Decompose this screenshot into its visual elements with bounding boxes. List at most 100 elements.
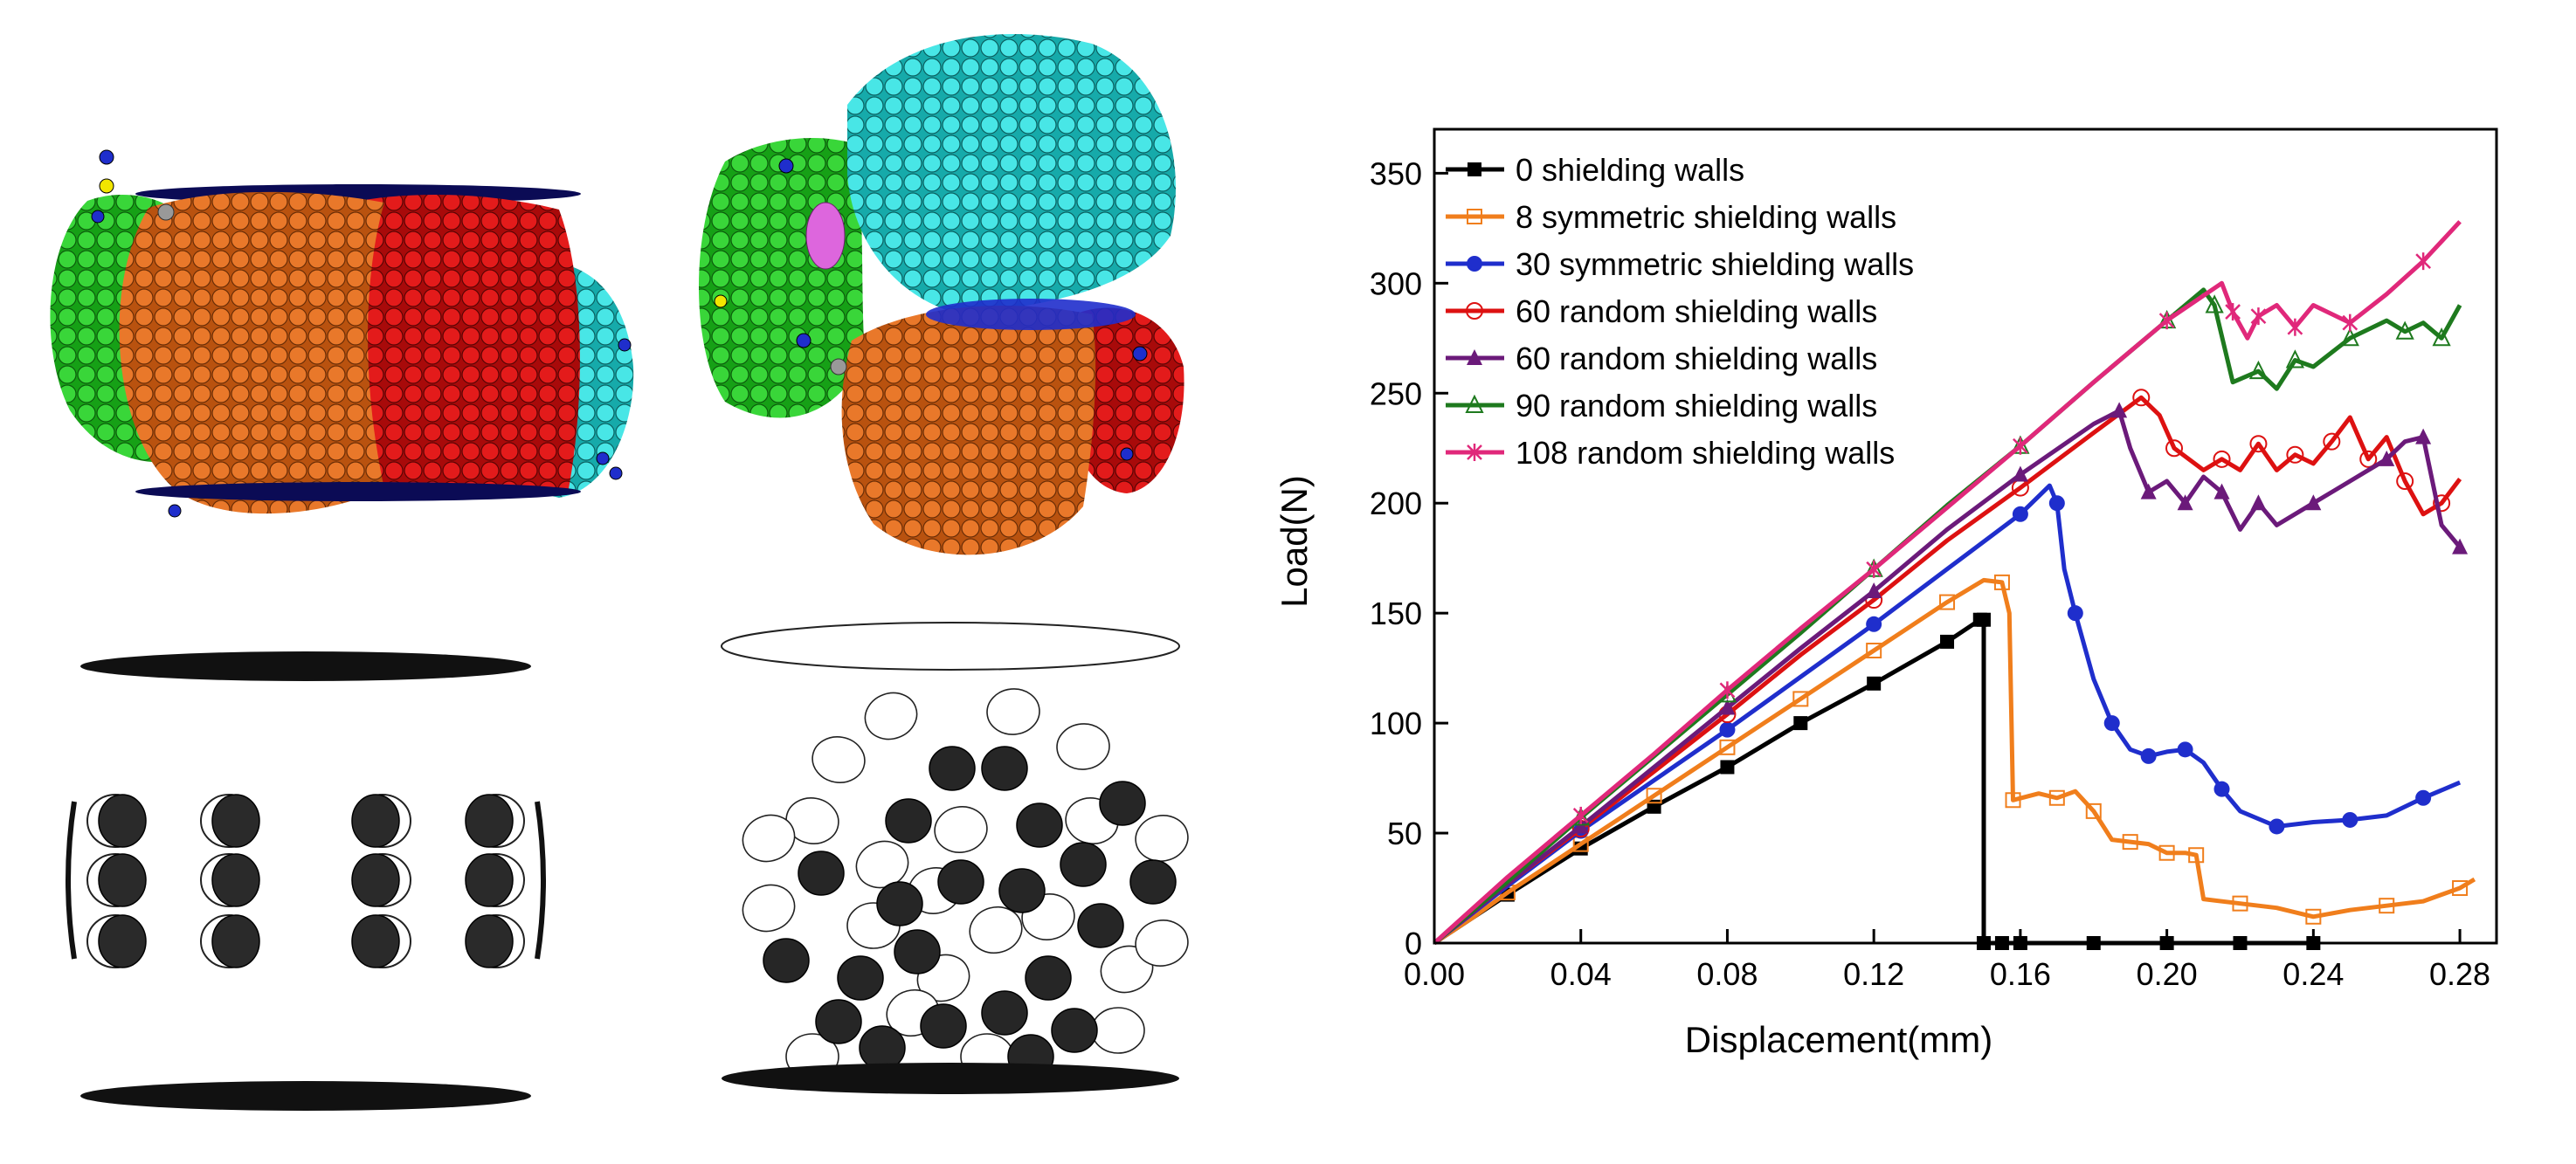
edge-wall [535,801,546,960]
x-tick-label: 0.28 [2429,956,2490,992]
shielding-wall [1129,859,1177,905]
shielding-wall-back [1135,815,1189,862]
data-point [1976,612,1991,627]
data-point [2452,538,2469,554]
data-point [2177,741,2193,758]
y-tick-label: 200 [1370,486,1422,521]
shielding-wall-back [986,688,1040,735]
loose-particle [796,333,811,348]
data-point [2225,303,2241,321]
series-line [1433,577,2476,946]
data-point [2342,313,2358,332]
series-1 [1433,574,2476,946]
x-tick-label: 0.00 [1404,956,1465,992]
chart-svg: 0.00 0.04 0.08 0.12 0.16 0.20 0.24 0.28 0 50 100 15… [1274,127,2498,1060]
data-point [1719,681,1736,699]
shielding-wall [981,746,1028,791]
shielding-wall [98,914,147,968]
data-point [2012,465,2028,482]
shielding-wall [351,914,400,968]
shielding-wall-back [1135,919,1189,967]
edge-wall [66,801,77,960]
data-point [2342,811,2358,828]
legend-item: 30 symmetric shielding walls [1446,246,1914,282]
shielding-wall [798,851,845,896]
loose-particle [99,149,114,165]
illustrations-svg [50,33,1189,1111]
shielding-wall [885,798,932,844]
shielding-wall [465,794,514,848]
shielding-wall [1099,781,1146,826]
data-point [2213,483,2230,499]
legend-item: 8 symmetric shielding walls [1446,199,1896,235]
data-point [1467,349,1482,365]
data-point [2122,834,2138,851]
data-point [2395,320,2414,340]
shielding-wall [894,929,941,975]
shielding-wall-back [864,692,918,740]
series-4 [1433,402,2469,945]
shielding-wall [1016,802,1063,848]
loose-particle [168,504,182,518]
loose-particle [618,338,632,352]
chart-axes: 0.00 0.04 0.08 0.12 0.16 0.20 0.24 0.28 0 50 100 15… [1370,127,2498,992]
data-point [2432,327,2451,347]
loose-particle [778,158,794,174]
data-point [1866,616,1882,632]
load-displacement-chart: 0.00 0.04 0.08 0.12 0.16 0.20 0.24 0.28 0 50 100 15… [1274,0,2576,1160]
legend-label: 0 shielding walls [1516,152,1744,188]
data-point [2250,307,2267,326]
legend-label: 30 symmetric shielding walls [1516,246,1914,282]
data-point [2012,506,2028,522]
legend-item: 60 random shielding walls [1446,341,1877,376]
loose-particle [99,178,114,194]
symmetric-walls [66,794,546,968]
shielding-wall [465,914,514,968]
data-point [1646,788,1662,804]
top-plate [80,651,531,681]
shielding-wall-back [742,814,796,863]
sphere-particle-cluster [699,33,1184,555]
shielding-wall [211,794,260,848]
data-point [2013,437,2028,455]
data-point [2379,450,2395,466]
data-point [2140,747,2157,764]
x-tick-label: 0.20 [2137,956,2198,992]
series-line [1433,395,2462,945]
data-point [2433,494,2451,513]
shielding-wall [998,868,1046,913]
shielding-wall-back [1056,723,1110,770]
shielding-wall [876,881,923,926]
x-tick-label: 0.08 [1696,956,1758,992]
bottom-loading-plate [135,482,581,501]
data-point [1866,642,1882,658]
data-point [2177,494,2193,511]
shielding-wall [1077,903,1124,948]
data-point [2213,781,2230,797]
legend-item: 60 random shielding walls [1446,293,1877,329]
y-tick-label: 0 [1405,926,1422,961]
legend-item: 0 shielding walls [1446,152,1744,188]
shielding-wall [465,853,514,907]
random-walls [742,688,1189,1080]
shielding-wall [211,914,260,968]
series-line [1433,617,2314,946]
series-3 [1433,389,2462,945]
data-point [2205,294,2224,313]
data-point [2248,360,2269,380]
shielding-wall [763,938,810,983]
data-point [2415,428,2432,444]
loose-particle [1132,346,1148,362]
shielding-wall-back [1091,1007,1145,1054]
data-point [1993,574,2010,590]
data-point [2048,789,2065,806]
loose-particle [157,203,175,221]
data-point [2158,844,2175,861]
shielding-wall [1051,1008,1098,1053]
data-point [2396,472,2414,491]
data-point [1792,691,1809,707]
data-point [2305,494,2322,511]
data-point [2111,402,2128,418]
green-fragment [699,137,865,418]
data-point [1867,676,1882,691]
